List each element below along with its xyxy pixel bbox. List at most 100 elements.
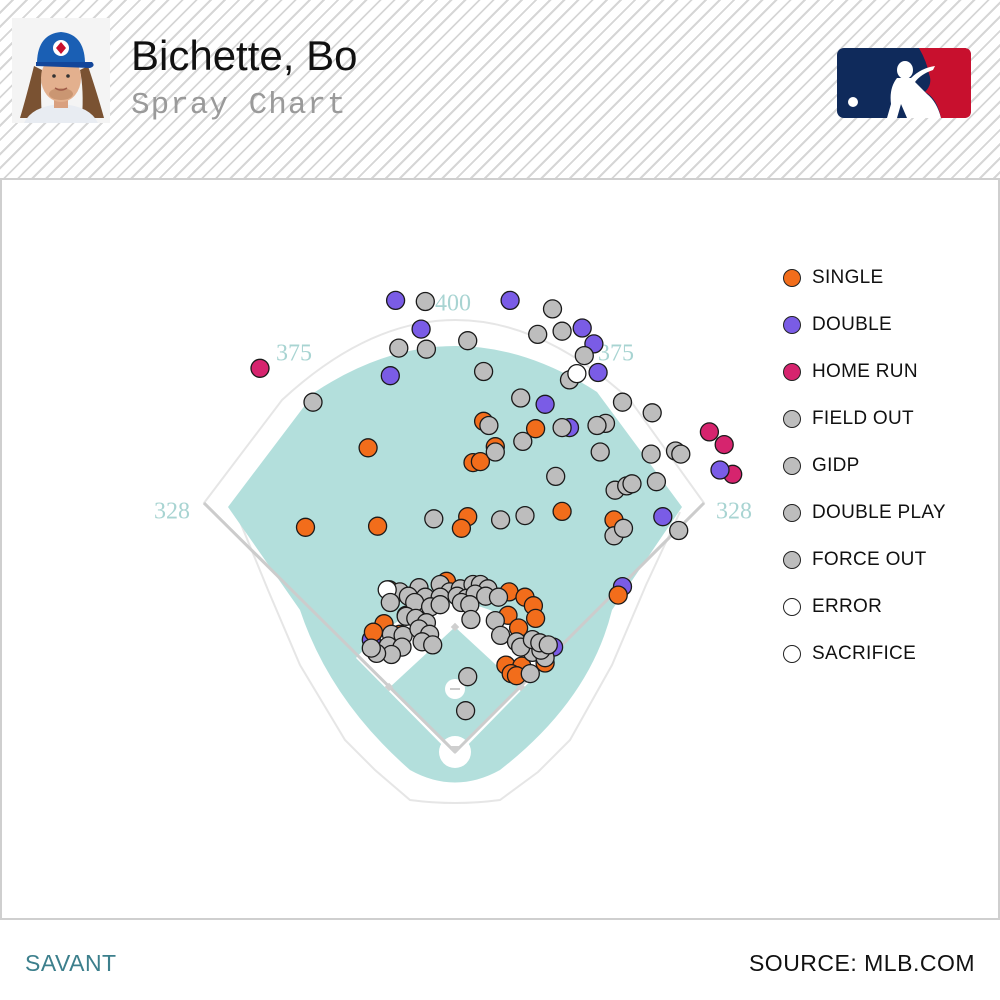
hit-marker-field-out (430, 595, 450, 615)
hit-marker-single (525, 608, 546, 629)
legend-label: DOUBLE (812, 313, 892, 335)
hit-marker-field-out (515, 505, 535, 526)
legend-swatch (783, 456, 801, 475)
hit-marker-single (608, 585, 628, 605)
hit-marker-field-out (612, 392, 633, 412)
hit-marker-field-out (458, 331, 478, 351)
hit-marker-field-out (646, 472, 667, 492)
mlb-logo (837, 48, 971, 118)
hit-marker-field-out (669, 520, 689, 541)
legend-swatch (783, 644, 801, 663)
hit-marker-field-out (552, 321, 572, 341)
legend-label: DOUBLE PLAY (812, 501, 946, 523)
hit-marker-field-out (528, 324, 548, 345)
distance-label-left-line: 328 (154, 499, 190, 525)
hit-marker-field-out (587, 415, 607, 436)
legend-item-force-out: FORCE OUT (783, 536, 946, 583)
hit-marker-double (411, 319, 431, 339)
right-foul-line (453, 501, 706, 754)
hit-marker-error (567, 363, 587, 384)
header: Bichette, Bo Spray Chart (0, 0, 1000, 180)
legend-item-sacrifice: SACRIFICE (783, 630, 946, 677)
hit-marker-field-out (552, 417, 572, 438)
legend-label: SACRIFICE (812, 642, 917, 664)
hit-marker-field-out (641, 444, 661, 464)
hit-marker-field-out (538, 635, 558, 655)
legend-item-home-run: HOME RUN (783, 348, 946, 395)
hit-marker-single (363, 622, 384, 642)
hit-marker-field-out (513, 431, 533, 452)
legend-swatch (783, 315, 801, 334)
hit-marker-field-out (520, 663, 540, 684)
legend-label: ERROR (812, 595, 883, 617)
hit-marker-field-out (423, 635, 443, 655)
distance-label-right-center: 375 (598, 341, 634, 367)
hit-marker-single (552, 501, 572, 522)
hit-marker-home-run (699, 422, 720, 442)
hit-marker-double (385, 290, 406, 311)
legend-label: FIELD OUT (812, 407, 914, 429)
hit-marker-field-out (458, 667, 478, 687)
hit-marker-double (588, 362, 608, 383)
legend-label: GIDP (812, 454, 860, 476)
hit-marker-field-out (361, 638, 381, 658)
legend-label: SINGLE (812, 266, 884, 288)
hit-marker-single (470, 451, 491, 472)
hit-marker-field-out (415, 291, 435, 312)
field-outer-boundary (235, 511, 681, 804)
left-foul-line (202, 501, 457, 754)
legend: SINGLE DOUBLE HOME RUN FIELD OUT GIDP DOUBLE … (783, 254, 946, 677)
hit-marker-field-out (380, 592, 400, 613)
hit-marker-field-out (485, 442, 505, 462)
hit-marker-field-out (479, 415, 499, 436)
second-base (450, 622, 460, 632)
chart-subtitle: Spray Chart (131, 88, 347, 123)
hit-marker-field-out (671, 444, 691, 464)
legend-label: FORCE OUT (812, 548, 927, 570)
hit-marker-double (535, 394, 555, 414)
hit-marker-field-out (590, 442, 610, 462)
frame-left-border (0, 180, 2, 920)
hit-marker-field-out (303, 392, 323, 412)
hit-marker-home-run (250, 358, 270, 378)
pitching-rubber (450, 688, 460, 690)
hit-marker-field-out (416, 339, 437, 359)
legend-swatch (783, 597, 801, 616)
hit-marker-double (653, 507, 673, 527)
hit-marker-field-out (461, 609, 481, 630)
hit-marker-field-out (546, 466, 566, 487)
hit-marker-field-out (642, 403, 662, 423)
legend-item-double: DOUBLE (783, 301, 946, 348)
legend-swatch (783, 550, 801, 569)
field-layer (202, 319, 706, 804)
frame-right-border (998, 180, 1000, 920)
field-wall-outline (202, 319, 706, 762)
hit-marker-single (451, 518, 472, 538)
legend-swatch (783, 362, 801, 381)
hit-marker-single (295, 517, 316, 537)
hit-marker-field-out (473, 361, 494, 382)
legend-item-error: ERROR (783, 583, 946, 630)
distance-labels: 328 375 400 375 328 (154, 291, 752, 525)
hit-marker-single (358, 438, 378, 458)
legend-label: HOME RUN (812, 360, 918, 382)
footer: SAVANT SOURCE: MLB.COM (0, 918, 1000, 1000)
legend-swatch (783, 503, 801, 522)
hit-marker-double (500, 290, 520, 311)
hit-marker-field-out (488, 587, 509, 607)
legend-item-field-out: FIELD OUT (783, 395, 946, 442)
home-plate (451, 746, 459, 754)
hit-marker-field-out (613, 518, 634, 538)
third-base (384, 682, 394, 692)
hit-marker-single (367, 516, 388, 536)
hit-marker-field-out (490, 510, 511, 530)
hit-marker-double (710, 460, 730, 480)
field-grass (228, 346, 682, 783)
distance-label-left-center: 375 (276, 341, 312, 367)
footer-source: SOURCE: MLB.COM (748, 950, 975, 976)
hit-marker-field-out (574, 345, 594, 366)
hit-marker-home-run (714, 434, 734, 455)
footer-brand: SAVANT (25, 950, 117, 976)
distance-label-center: 400 (435, 291, 471, 317)
hit-marker-single (525, 419, 546, 439)
